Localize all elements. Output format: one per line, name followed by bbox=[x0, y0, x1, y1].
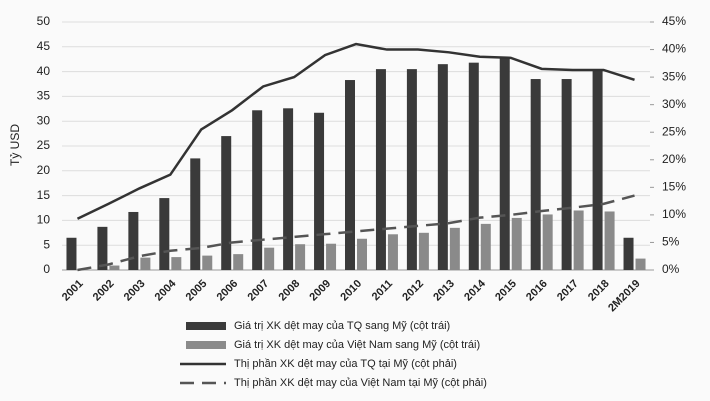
x-tick-label: 2011 bbox=[370, 278, 395, 303]
line bbox=[77, 194, 635, 272]
legend-label: Thị phần XK dệt may của TQ tại Mỹ (cột p… bbox=[234, 358, 457, 370]
bar bbox=[530, 79, 541, 270]
bar bbox=[499, 56, 510, 270]
bar bbox=[202, 255, 213, 270]
legend-swatch bbox=[186, 341, 226, 349]
y-tick-label: 50 bbox=[37, 14, 51, 28]
bar bbox=[314, 112, 325, 270]
legend-label: Giá trị XK dệt may của TQ sang Mỹ (cột t… bbox=[234, 320, 450, 332]
y2-tick-label: 5% bbox=[662, 235, 680, 249]
x-tick-label: 2002 bbox=[91, 278, 117, 304]
bar bbox=[561, 79, 572, 270]
bar bbox=[283, 108, 294, 270]
x-tick-label: 2016 bbox=[524, 278, 550, 304]
bar bbox=[623, 237, 634, 270]
bar bbox=[140, 257, 151, 270]
x-tick-label: 2012 bbox=[400, 278, 426, 304]
y-tick-label: 15 bbox=[37, 188, 51, 202]
bar bbox=[221, 136, 232, 270]
bar bbox=[418, 232, 429, 270]
y2-tick-label: 15% bbox=[662, 180, 686, 194]
bar bbox=[128, 211, 139, 270]
bar bbox=[190, 158, 201, 270]
y-tick-label: 45 bbox=[37, 39, 51, 53]
y-tick-label: 35 bbox=[37, 89, 51, 103]
y-tick-label: 0 bbox=[43, 262, 50, 276]
bar bbox=[97, 226, 108, 270]
y2-tick-label: 30% bbox=[662, 97, 686, 111]
y-tick-label: 10 bbox=[37, 213, 51, 227]
bar bbox=[345, 80, 355, 270]
x-tick-label: 2004 bbox=[153, 277, 179, 303]
x-tick-label: 2M2019 bbox=[606, 278, 643, 315]
x-tick-label: 2009 bbox=[307, 278, 333, 304]
bar bbox=[511, 217, 522, 270]
y2-tick-label: 0% bbox=[662, 262, 680, 276]
legend-label: Giá trị XK dệt may của Việt Nam sang Mỹ … bbox=[234, 339, 480, 351]
y2-tick-label: 45% bbox=[662, 14, 686, 28]
y-axis-label: Tỷ USD bbox=[8, 124, 22, 166]
bar bbox=[604, 211, 615, 270]
y2-tick-label: 40% bbox=[662, 42, 686, 56]
y-tick-label: 20 bbox=[37, 163, 51, 177]
x-tick-label: 2008 bbox=[276, 278, 302, 304]
bar bbox=[468, 62, 479, 271]
x-tick-label: 2007 bbox=[246, 278, 272, 304]
x-tick-label: 2013 bbox=[431, 278, 457, 304]
y2-tick-label: 10% bbox=[662, 207, 686, 221]
x-tick-label: 2010 bbox=[338, 278, 364, 304]
bar bbox=[252, 110, 263, 271]
x-tick-label: 2005 bbox=[184, 278, 210, 304]
line bbox=[76, 42, 635, 220]
y-tick-label: 25 bbox=[37, 138, 51, 152]
legend-swatch bbox=[186, 322, 226, 330]
x-tick-label: 2006 bbox=[215, 278, 241, 304]
bar bbox=[109, 265, 120, 270]
x-tick-label: 2014 bbox=[462, 277, 488, 303]
x-tick-label: 2003 bbox=[122, 278, 148, 304]
y-tick-label: 5 bbox=[43, 237, 50, 251]
bar bbox=[357, 238, 367, 270]
y2-tick-label: 20% bbox=[662, 152, 686, 166]
bar bbox=[480, 223, 491, 270]
x-tick-label: 2015 bbox=[493, 278, 519, 304]
bar bbox=[573, 210, 584, 270]
bar bbox=[449, 227, 460, 270]
bar bbox=[171, 257, 182, 270]
bar bbox=[437, 64, 448, 270]
y-tick-label: 40 bbox=[37, 64, 51, 78]
bar bbox=[375, 69, 386, 271]
bar bbox=[542, 214, 553, 270]
bar bbox=[295, 244, 306, 270]
bar bbox=[264, 247, 275, 270]
legend-label: Thị phần XK dệt may của Việt Nam tại Mỹ … bbox=[234, 377, 487, 389]
x-tick-label: 2001 bbox=[60, 278, 86, 304]
bar bbox=[387, 234, 398, 270]
y-tick-label: 30 bbox=[37, 113, 51, 127]
bar bbox=[233, 254, 244, 270]
y2-tick-label: 35% bbox=[662, 69, 686, 83]
x-tick-label: 2018 bbox=[586, 278, 612, 304]
x-tick-label: 2017 bbox=[555, 278, 581, 304]
bar bbox=[326, 243, 337, 270]
bar bbox=[66, 237, 77, 270]
bar bbox=[635, 258, 646, 270]
y2-tick-label: 25% bbox=[662, 124, 686, 138]
bar bbox=[406, 69, 417, 271]
bar bbox=[159, 198, 170, 270]
bar bbox=[592, 69, 603, 271]
